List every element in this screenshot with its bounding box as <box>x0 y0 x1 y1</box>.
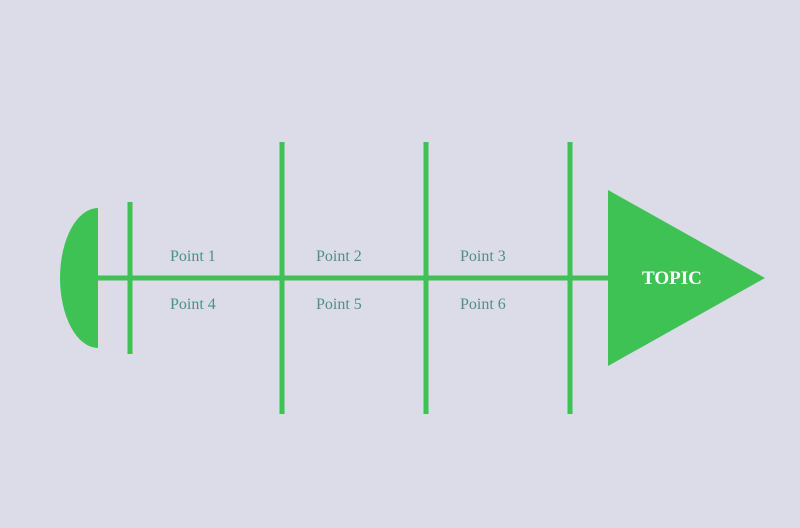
point-label-6: Point 6 <box>460 296 506 314</box>
fishbone-diagram: TOPIC Point 1 Point 2 Point 3 Point 4 Point 5… <box>0 0 800 528</box>
fish-tail <box>60 208 98 348</box>
point-label-4: Point 4 <box>170 296 216 314</box>
fishbone-svg <box>0 0 800 528</box>
point-label-5: Point 5 <box>316 296 362 314</box>
point-label-3: Point 3 <box>460 248 506 266</box>
point-label-2: Point 2 <box>316 248 362 266</box>
head-label: TOPIC <box>642 268 702 290</box>
point-label-1: Point 1 <box>170 248 216 266</box>
